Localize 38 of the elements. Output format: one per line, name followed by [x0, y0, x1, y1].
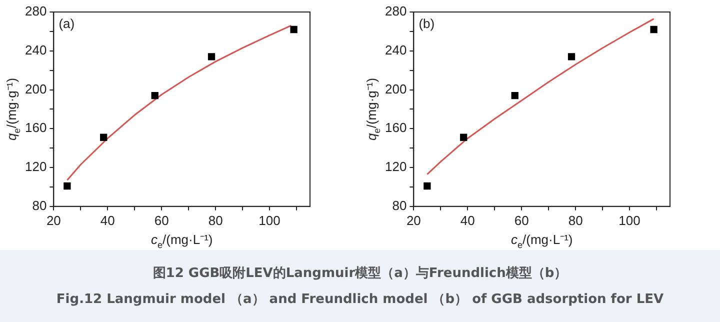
y-tick-label: 120: [24, 159, 47, 174]
y-tick-label: 160: [384, 120, 407, 136]
y-tick-label: 160: [24, 120, 47, 136]
x-tick-label: 100: [618, 212, 640, 228]
y-tick-label: 240: [384, 42, 407, 58]
x-tick-label: 20: [46, 212, 61, 228]
point: [460, 134, 468, 141]
x-tick-label: 100: [258, 212, 280, 228]
x-tick-label: 80: [568, 212, 583, 228]
x-tick-label: 20: [406, 212, 421, 228]
point: [650, 26, 658, 34]
y-tick-label: 280: [384, 4, 407, 19]
caption: 图12 GGB吸附LEV的Langmuir模型（a）与Freundlich模型（b）: [152, 265, 568, 282]
point: [568, 53, 576, 60]
x-tick-label: 60: [514, 212, 529, 228]
y-tick-label: 240: [24, 42, 47, 58]
caption: Fig.12 Langmuir model （a） and Freundlich model （b） of GGB adsorption for LEV: [55, 291, 665, 308]
point: [100, 134, 108, 141]
x-tick-label: 40: [100, 212, 115, 228]
y-axis-title: qe/(mg·g⁻¹): [4, 78, 22, 140]
point: [64, 182, 71, 190]
y-tick-label: 80: [392, 198, 407, 213]
x-tick-label: 40: [460, 212, 475, 228]
point: [208, 53, 216, 60]
point: [424, 182, 431, 190]
point: [511, 92, 518, 100]
y-axis-title: qe/(mg·g⁻¹): [364, 78, 382, 140]
annotation: (a): [58, 16, 75, 31]
x-tick-label: 60: [154, 212, 169, 228]
point: [151, 92, 158, 100]
point: [290, 26, 298, 34]
annotation: (b): [418, 16, 435, 31]
x-tick-label: 80: [208, 212, 223, 228]
y-tick-label: 80: [32, 198, 47, 213]
y-tick-label: 280: [24, 4, 47, 19]
y-tick-label: 200: [24, 81, 47, 96]
y-tick-label: 120: [384, 159, 407, 174]
y-tick-label: 200: [384, 81, 407, 96]
